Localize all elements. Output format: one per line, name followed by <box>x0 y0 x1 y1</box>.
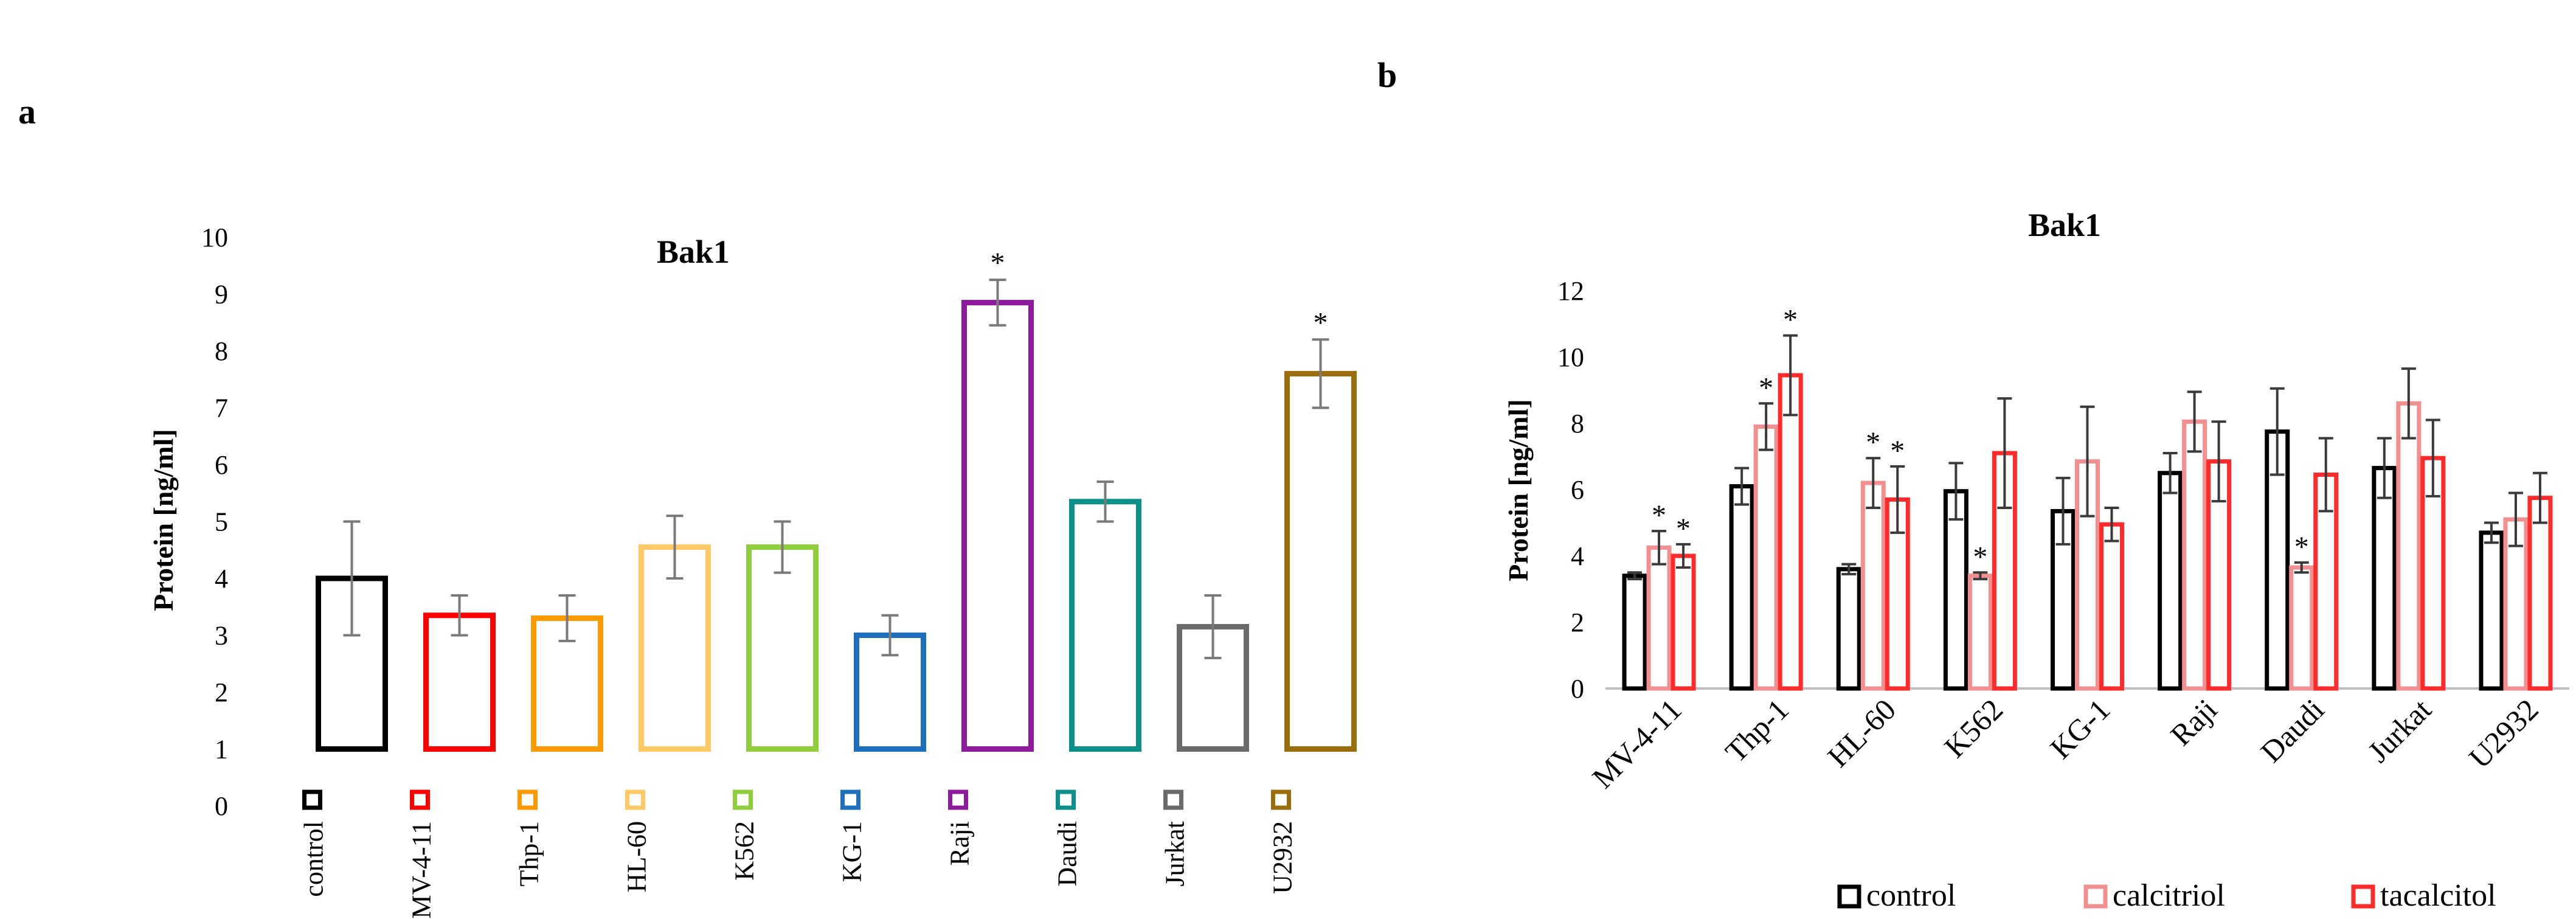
chart-b-bar-control <box>2372 466 2397 691</box>
chart-a-legend-marker <box>1056 789 1076 810</box>
chart-b-legend-label-tacalcitol: tacalcitol <box>2380 878 2496 913</box>
chart-b-bar-control <box>2158 471 2183 691</box>
chart-a-bar <box>746 544 819 752</box>
chart-b-bar-control <box>1836 567 1861 691</box>
chart-a-title: Bak1 <box>657 234 730 270</box>
chart-a-legend-marker <box>410 789 430 810</box>
chart-a-category-label: HL-60 <box>622 821 652 892</box>
chart-b-legend-marker-tacalcitol <box>2351 884 2375 909</box>
chart-b-category-label: U2932 <box>2462 692 2545 775</box>
chart-a-bar <box>639 544 711 752</box>
chart-b-legend-label-calcitriol: calcitriol <box>2113 878 2225 913</box>
panel-label-a: a <box>18 92 36 131</box>
chart-a-ytick: 6 <box>215 450 228 480</box>
chart-a-category-label: Raji <box>945 821 975 865</box>
chart-a-category-label: Daudi <box>1053 821 1082 887</box>
chart-a-bar <box>1069 499 1141 752</box>
chart-a-bar <box>423 612 496 752</box>
chart-b: 0 2 4 6 8 10 12 * * MV-4-11 * * Thp-1 * * HL-60 * K562 KG-… <box>1557 276 2569 913</box>
chart-a-legend-marker <box>625 789 645 810</box>
chart-a-ytick: 2 <box>215 678 228 707</box>
chart-b-bar-control <box>2479 530 2504 691</box>
chart-b-category-label: Raji <box>2164 692 2224 752</box>
chart-a-ytick: 3 <box>215 621 228 651</box>
chart-a-ytick: 10 <box>201 223 228 252</box>
chart-b-ytick: 8 <box>1571 409 1584 439</box>
chart-a-category-label: KG-1 <box>837 821 867 882</box>
chart-a-legend-marker <box>948 789 968 810</box>
chart-a-legend-marker <box>733 789 753 810</box>
chart-b-bar-tacalcitol <box>1778 373 1803 691</box>
chart-a-bar <box>961 300 1034 752</box>
chart-b-bar-tacalcitol <box>1671 553 1696 691</box>
chart-b-category-label: K562 <box>1937 692 2009 764</box>
chart-a-legend-marker <box>840 789 860 810</box>
chart-b-ytick: 0 <box>1571 674 1584 704</box>
chart-b-ytick: 4 <box>1571 541 1584 571</box>
chart-b-bar-tacalcitol <box>2099 522 2124 691</box>
chart-b-ytick: 6 <box>1571 475 1584 505</box>
chart-a-legend-marker <box>1163 789 1183 810</box>
chart-b-bar-calcitriol <box>1967 574 1993 691</box>
chart-a-bar <box>1284 370 1357 752</box>
chart-b-bar-control <box>1622 574 1647 691</box>
chart-b-bar-calcitriol <box>1753 424 1779 691</box>
chart-b-ytick: 2 <box>1571 608 1584 637</box>
chart-a: 0 1 2 3 4 5 6 7 8 9 10 control MV-4-11 Thp-1 HL-60 K562… <box>201 223 1357 919</box>
chart-a-ytick: 5 <box>215 507 228 537</box>
chart-a-category-label: Thp-1 <box>514 821 544 887</box>
chart-a-legend-marker <box>518 789 538 810</box>
chart-a-category-label: U2932 <box>1268 821 1298 894</box>
chart-a-ytick: 9 <box>215 280 228 310</box>
chart-a-category-label: Jurkat <box>1160 821 1190 887</box>
chart-a-ytick: 0 <box>215 791 228 821</box>
chart-b-legend-label-control: control <box>1866 878 1956 913</box>
chart-b-category-label: KG-1 <box>2043 692 2116 765</box>
chart-a-ytick: 1 <box>215 735 228 765</box>
chart-a-ytick: 7 <box>215 394 228 423</box>
chart-b-ytick: 10 <box>1557 342 1584 372</box>
chart-b-significance: * <box>2294 531 2309 563</box>
chart-b-legend-marker-calcitriol <box>2083 884 2108 909</box>
chart-b-bar-control <box>1943 489 1968 691</box>
chart-a-significance: * <box>991 247 1005 279</box>
chart-b-title: Bak1 <box>2028 207 2101 243</box>
chart-a-legend-marker <box>302 789 322 810</box>
chart-b-significance: * <box>1759 372 1773 404</box>
chart-a-ylabel: Protein [ng/ml] <box>148 429 179 611</box>
chart-b-bar-calcitriol <box>1860 480 1886 691</box>
chart-a-category-label: K562 <box>730 821 760 881</box>
chart-b-significance: * <box>1973 541 1987 573</box>
chart-a-category-label: MV-4-11 <box>407 821 437 919</box>
chart-b-significance: * <box>1866 426 1880 459</box>
chart-b-significance: * <box>1783 304 1798 336</box>
chart-b-category-label: Thp-1 <box>1719 692 1795 769</box>
chart-a-category-label: control <box>299 821 329 897</box>
chart-b-ytick: 12 <box>1557 276 1584 306</box>
chart-a-ytick: 8 <box>215 336 228 366</box>
chart-b-significance: * <box>1890 435 1905 467</box>
chart-b-bar-calcitriol <box>1646 545 1672 691</box>
chart-b-category-label: Daudi <box>2254 692 2330 769</box>
chart-b-bar-calcitriol <box>2289 565 2315 691</box>
chart-b-bar-calcitriol <box>2396 401 2422 691</box>
chart-b-bar-calcitriol <box>2182 419 2207 691</box>
chart-b-legend-marker-control <box>1837 884 1861 909</box>
chart-b-ylabel: Protein [ng/ml] <box>1503 399 1534 581</box>
chart-b-category-label: MV-4-11 <box>1585 692 1688 795</box>
chart-b-bar-control <box>1729 484 1754 691</box>
chart-a-legend-marker <box>1271 789 1291 810</box>
chart-a-ytick: 4 <box>215 564 228 594</box>
chart-a-significance: * <box>1314 307 1328 339</box>
chart-b-significance: * <box>1652 499 1666 532</box>
chart-b-significance: * <box>1676 513 1691 545</box>
chart-b-category-label: HL-60 <box>1821 692 1902 774</box>
panel-label-b: b <box>1377 55 1397 95</box>
chart-b-category-label: Jurkat <box>2361 692 2438 769</box>
chart-b-bar-tacalcitol <box>2527 496 2553 691</box>
